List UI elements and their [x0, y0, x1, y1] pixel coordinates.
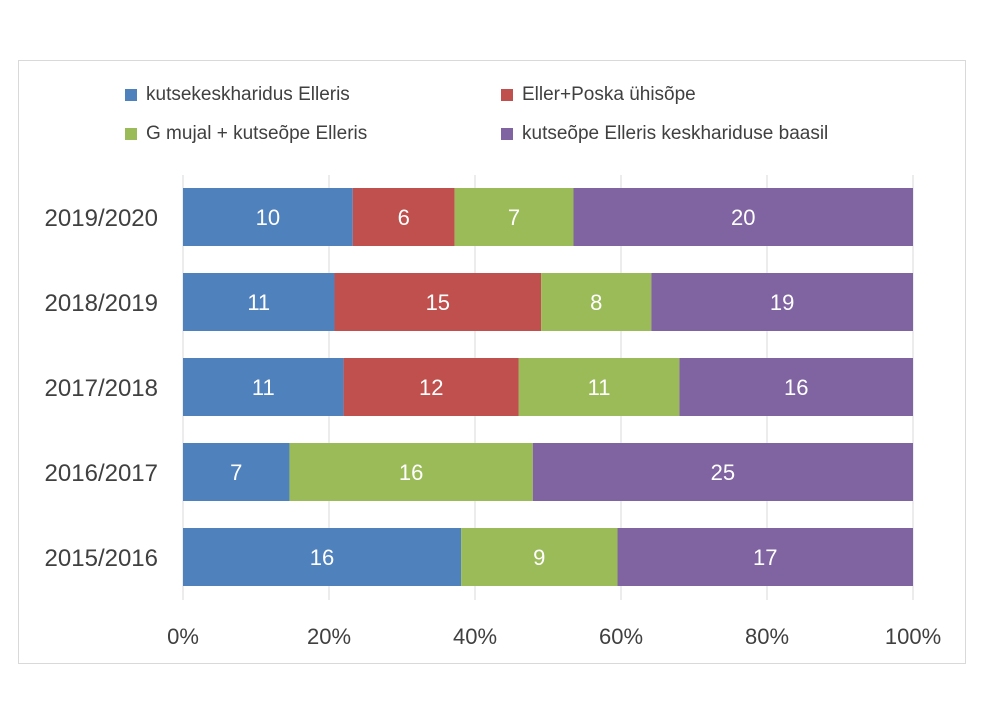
- category-label-3: 2016/2017: [45, 460, 158, 487]
- bar-4-0: [183, 528, 462, 586]
- bar-0-0: [183, 188, 353, 246]
- legend: kutsekeskharidus Elleris Eller+Poska ühi…: [0, 0, 1000, 160]
- x-tick-label-2: 40%: [453, 624, 497, 649]
- legend-label-0: kutsekeskharidus Elleris: [146, 84, 350, 105]
- bar-3-3: [532, 443, 913, 501]
- data-label-2-0: 11: [252, 375, 275, 400]
- x-tick-label-4: 80%: [745, 624, 789, 649]
- legend-label-2: G mujal + kutseõpe Elleris: [146, 123, 368, 144]
- data-label-2-1: 12: [419, 375, 443, 400]
- data-label-3-3: 25: [711, 460, 735, 485]
- data-label-0-0: 10: [256, 205, 280, 230]
- data-label-2-3: 16: [784, 375, 808, 400]
- data-label-1-0: 11: [247, 290, 270, 315]
- category-label-4: 2015/2016: [45, 545, 158, 572]
- data-label-3-2: 16: [399, 460, 423, 485]
- bar-4-2: [461, 528, 618, 586]
- legend-swatch-1: [501, 89, 513, 101]
- bar-4-3: [617, 528, 913, 586]
- legend-item-0: kutsekeskharidus Elleris: [125, 84, 350, 106]
- legend-label-1: Eller+Poska ühisõpe: [522, 84, 696, 105]
- bar-0-1: [352, 188, 455, 246]
- bar-2-0: [183, 358, 344, 416]
- data-label-4-2: 9: [533, 545, 545, 570]
- legend-swatch-3: [501, 128, 513, 140]
- category-label-2: 2017/2018: [45, 375, 158, 402]
- bar-3-2: [289, 443, 533, 501]
- legend-item-3: kutseõpe Elleris keskhariduse baasil: [501, 123, 828, 145]
- bar-2-1: [343, 358, 519, 416]
- data-label-2-2: 11: [588, 375, 611, 400]
- bar-0-3: [573, 188, 913, 246]
- legend-label-3: kutseõpe Elleris keskhariduse baasil: [522, 123, 829, 144]
- data-label-4-3: 17: [753, 545, 777, 570]
- legend-swatch-2: [125, 128, 137, 140]
- data-label-0-2: 7: [508, 205, 520, 230]
- data-label-0-1: 6: [398, 205, 410, 230]
- bar-1-3: [651, 273, 913, 331]
- data-label-0-3: 20: [731, 205, 755, 230]
- category-label-1: 2018/2019: [45, 290, 158, 317]
- bar-1-1: [334, 273, 542, 331]
- bar-1-2: [541, 273, 652, 331]
- x-tick-label-3: 60%: [599, 624, 643, 649]
- bar-2-3: [679, 358, 913, 416]
- legend-item-2: G mujal + kutseõpe Elleris: [125, 123, 367, 145]
- data-label-4-0: 16: [310, 545, 334, 570]
- bar-0-2: [454, 188, 574, 246]
- data-label-1-1: 15: [426, 290, 450, 315]
- data-label-1-2: 8: [590, 290, 602, 315]
- x-tick-label-5: 100%: [885, 624, 941, 649]
- legend-swatch-0: [125, 89, 137, 101]
- x-tick-label-1: 20%: [307, 624, 351, 649]
- data-label-3-0: 7: [230, 460, 242, 485]
- category-label-0: 2019/2020: [45, 205, 158, 232]
- bar-2-2: [518, 358, 680, 416]
- bar-3-0: [183, 443, 290, 501]
- x-tick-label-0: 0%: [167, 624, 199, 649]
- legend-item-1: Eller+Poska ühisõpe: [501, 84, 696, 106]
- data-label-1-3: 19: [770, 290, 794, 315]
- bar-1-0: [183, 273, 335, 331]
